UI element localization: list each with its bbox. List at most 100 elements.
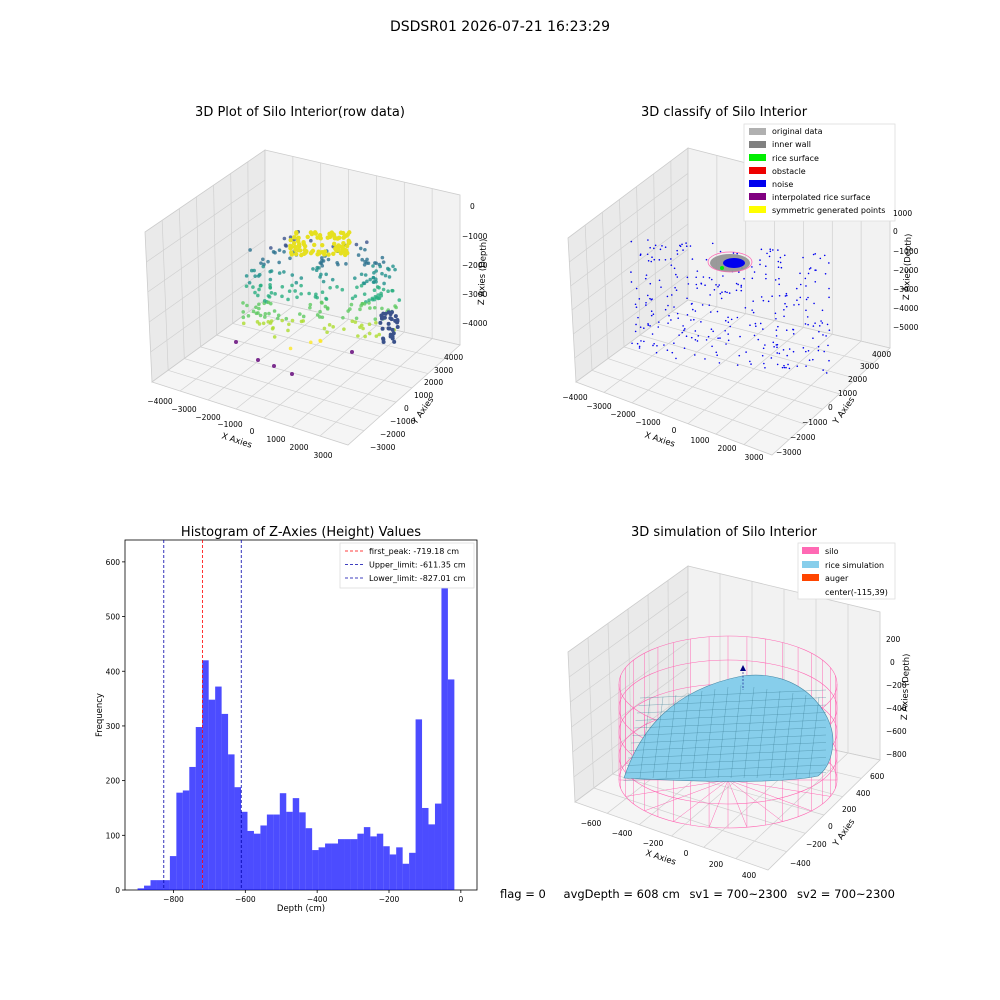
scatter-point: [311, 267, 315, 271]
noise-point: [784, 295, 787, 297]
noise-point: [705, 339, 708, 341]
scatter-point: [330, 277, 335, 282]
scatter-point: [308, 340, 313, 345]
scatter-point: [290, 273, 295, 277]
y-tick: 600: [870, 772, 885, 781]
classify-x-ticks: −4000 −3000 −2000 −1000 0 1000 2000 3000: [562, 393, 763, 462]
scatter-point: [376, 293, 381, 297]
noise-point: [745, 351, 747, 353]
histogram-bar: [279, 793, 287, 890]
scatter-point: [295, 239, 301, 244]
noise-point: [743, 277, 745, 280]
grid-line: [623, 346, 823, 410]
scatter-point: [293, 289, 297, 293]
scatter-point: [276, 313, 281, 318]
scatter-point: [290, 283, 294, 288]
histogram-title: Histogram of Z-Axies (Height) Values: [181, 525, 421, 540]
noise-point: [732, 252, 735, 254]
noise-point: [805, 298, 808, 301]
noise-point: [681, 331, 683, 334]
mesh-line: [756, 688, 768, 779]
z-tick: −3000: [462, 290, 488, 299]
scatter-point: [269, 291, 274, 295]
scatter-point: [322, 326, 327, 331]
scatter-point: [286, 297, 290, 302]
legend-swatch-symmetric: [749, 206, 766, 213]
noise-point: [727, 321, 730, 324]
scatter-point: [386, 326, 391, 331]
noise-point: [695, 283, 698, 286]
noise-point: [682, 249, 684, 251]
legend-label: Upper_limit: -611.35 cm: [369, 561, 466, 570]
noise-point: [821, 322, 824, 324]
noise-point: [752, 311, 755, 314]
legend-frame: [743, 123, 896, 222]
scatter-point: [273, 292, 277, 296]
scatter-point: [315, 313, 320, 317]
scatter-point: [287, 322, 291, 327]
noise-point: [713, 289, 716, 291]
noise-point: [645, 274, 648, 276]
histogram-bar: [228, 754, 235, 890]
noise-point: [650, 260, 653, 263]
mesh-line: [743, 686, 755, 779]
silo-floor-spoke: [625, 779, 729, 797]
z-tick: −5000: [893, 323, 919, 332]
scatter-point: [376, 296, 381, 301]
mesh-line: [626, 757, 827, 766]
noise-point: [715, 351, 718, 354]
noise-point: [792, 333, 795, 335]
mesh-line: [704, 688, 716, 779]
scatter-point: [308, 306, 312, 310]
x-tick: −1000: [635, 418, 661, 427]
noise-point: [675, 289, 678, 291]
histogram-bar: [376, 833, 384, 890]
scatter-point: [261, 257, 265, 262]
x-tick-label: −400: [307, 895, 328, 904]
noise-point: [828, 359, 830, 362]
scatter-point: [362, 292, 367, 296]
silo-floor-spoke: [708, 779, 729, 828]
legend-label: center(-115,39): [825, 588, 888, 597]
scatter-point: [341, 316, 345, 320]
z-tick: 0: [890, 658, 895, 667]
histogram-x-label: Depth (cm): [277, 904, 325, 914]
scatter-point: [373, 294, 378, 299]
scatter-point: [292, 235, 297, 240]
grid-line: [715, 334, 833, 435]
noise-point: [653, 258, 656, 261]
legend-label: symmetric generated points: [772, 206, 885, 215]
scatter-point: [331, 325, 335, 329]
scatter-point: [371, 264, 375, 268]
scatter-point: [382, 281, 386, 286]
noise-point: [788, 367, 791, 370]
grid-line: [568, 591, 689, 678]
scatter-point: [390, 288, 395, 293]
scatter-point: [374, 320, 378, 325]
noise-point: [785, 366, 787, 369]
noise-point: [666, 295, 669, 298]
scatter-point: [253, 290, 257, 295]
mesh-line: [629, 742, 827, 751]
noise-point: [664, 246, 667, 248]
noise-point: [638, 345, 641, 348]
silo-floor-spoke: [727, 779, 748, 828]
noise-point: [722, 275, 724, 277]
grid-line: [232, 323, 429, 374]
noise-point: [775, 335, 778, 337]
grid-line: [591, 369, 789, 441]
grid-line: [247, 161, 250, 312]
scatter-point: [277, 260, 281, 265]
y-tick: 0: [828, 403, 833, 412]
noise-point: [819, 257, 822, 260]
grid-line: [659, 320, 775, 414]
scatter-point: [380, 255, 385, 260]
histogram-bar: [441, 550, 448, 890]
grid-line: [572, 667, 689, 753]
noise-point: [726, 291, 728, 294]
z-tick: −800: [886, 750, 907, 759]
noise-point: [752, 300, 754, 302]
histogram-bar: [422, 807, 429, 890]
noise-point: [795, 287, 798, 290]
noise-point: [676, 253, 679, 255]
